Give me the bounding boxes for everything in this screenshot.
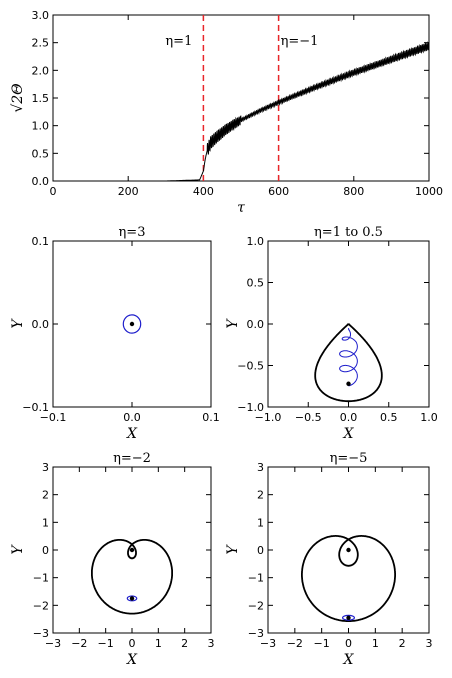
x-tick-label: 1000 — [415, 185, 443, 198]
y-tick-label: 0 — [42, 544, 49, 557]
x-tick-label: 1 — [372, 637, 379, 650]
y-tick-label: −0.5 — [237, 360, 264, 373]
y-tick-label: 2.5 — [32, 37, 50, 50]
y-tick-label: −2 — [248, 599, 264, 612]
center-point — [129, 596, 135, 601]
center-point — [346, 547, 351, 553]
panel-0: 0 200 400 600 800 1000 0.0 0.5 1.0 1.5 2.0 2.5 3.0 τ √… — [10, 9, 443, 216]
y-tick-label: 0.0 — [32, 318, 50, 331]
center-point — [129, 547, 135, 553]
plot-area — [314, 323, 383, 403]
x-tick-label: 0.5 — [380, 411, 398, 424]
plot-area — [300, 535, 397, 622]
y-tick-label: 1.0 — [32, 120, 50, 133]
y-tick-label: 0.5 — [247, 277, 265, 290]
x-tick-label: 400 — [193, 185, 214, 198]
center-point — [346, 381, 351, 386]
y-tick-label: 3.0 — [32, 9, 50, 22]
panel-title: η=−5 — [330, 451, 368, 466]
y-axis-label: Y — [10, 544, 26, 555]
panel-3: −3 −2 −1 0 1 2 3 −3 −2 −1 0 1 2 3 X Yη=−2 — [10, 451, 215, 668]
x-tick-label: 3 — [208, 637, 215, 650]
x-tick-label: 1 — [155, 637, 162, 650]
y-tick-label: 3 — [42, 461, 49, 474]
x-axis-label: X — [343, 652, 355, 668]
y-axis-label: √2Θ — [10, 83, 26, 113]
plot-area — [91, 539, 174, 615]
center-point — [129, 321, 135, 327]
panel-title: η=1 to 0.5 — [314, 225, 383, 240]
y-axis-label: Y — [225, 318, 241, 329]
y-tick-label: 2.0 — [32, 64, 50, 77]
orbit-circle — [122, 314, 142, 334]
panel-4: −3 −2 −1 0 1 2 3 −3 −2 −1 0 1 2 3 X Yη=−5 — [225, 451, 433, 668]
y-axis-label: Y — [10, 318, 26, 329]
panel-title: η=−2 — [113, 451, 151, 466]
y-tick-label: 2 — [42, 489, 49, 502]
y-tick-label: −1 — [33, 572, 49, 585]
x-axis-label: X — [343, 426, 355, 442]
plot-frame — [52, 14, 430, 182]
y-tick-label: 0.0 — [247, 318, 265, 331]
x-tick-label: −1.0 — [255, 411, 282, 424]
y-tick-label: 2 — [257, 489, 264, 502]
y-tick-label: −2 — [33, 599, 49, 612]
x-tick-label: 0.0 — [123, 411, 141, 424]
x-tick-label: 0.0 — [340, 411, 358, 424]
plot-area — [122, 314, 142, 334]
panel-2: −1.0 −0.5 0.0 0.5 1.0 −1.0 −0.5 0.0 0.5 1.0 X Yη=1 … — [225, 225, 438, 442]
panel-1: −0.1 0.0 0.1 −0.1 0.0 0.1 X Yη=3 — [10, 225, 220, 442]
x-tick-label: −1 — [314, 637, 330, 650]
y-tick-label: 0.5 — [32, 147, 50, 160]
x-tick-label: 0 — [50, 185, 57, 198]
center-point — [346, 615, 351, 620]
x-tick-label: 0.1 — [202, 411, 220, 424]
x-tick-label: 600 — [268, 185, 289, 198]
y-axis-label: Y — [225, 544, 241, 555]
x-axis-label: X — [126, 652, 138, 668]
y-tick-label: −1.0 — [237, 401, 264, 414]
y-tick-label: −0.1 — [22, 401, 49, 414]
orbit-ellipse — [126, 595, 138, 602]
x-tick-label: 800 — [343, 185, 364, 198]
y-tick-label: −1 — [248, 572, 264, 585]
y-tick-label: 0 — [257, 544, 264, 557]
x-tick-label: −2 — [71, 637, 87, 650]
x-tick-label: 2 — [181, 637, 188, 650]
orbit-teardrop — [314, 323, 383, 403]
x-tick-label: 0 — [345, 637, 352, 650]
x-tick-label: 200 — [118, 185, 139, 198]
y-tick-label: 1 — [257, 516, 264, 529]
y-tick-label: −3 — [33, 627, 49, 640]
y-tick-label: −3 — [248, 627, 264, 640]
x-axis-label: X — [126, 426, 138, 442]
x-tick-label: 3 — [426, 637, 433, 650]
x-tick-label: 1.0 — [420, 411, 438, 424]
orbit-limacon — [300, 535, 397, 622]
orbit-limacon — [91, 539, 174, 615]
vline-label: η=−1 — [281, 34, 319, 49]
x-tick-label: −3 — [45, 637, 61, 650]
x-tick-label: −0.5 — [295, 411, 322, 424]
vline-label: η=1 — [165, 34, 192, 49]
orbit-ellipse — [341, 614, 356, 621]
y-tick-label: 3 — [257, 461, 264, 474]
panel-title: η=3 — [119, 225, 146, 240]
series-line-0 — [53, 40, 429, 181]
plot-area — [53, 15, 429, 181]
y-tick-label: 1.0 — [247, 235, 265, 248]
x-tick-label: −3 — [260, 637, 276, 650]
y-tick-label: 1.5 — [32, 92, 50, 105]
orbit-loops — [338, 328, 358, 387]
x-tick-label: −0.1 — [40, 411, 67, 424]
x-tick-label: 0 — [129, 637, 136, 650]
x-axis-label: τ — [237, 200, 245, 216]
y-tick-label: 0.0 — [32, 175, 50, 188]
x-tick-label: −1 — [98, 637, 114, 650]
y-tick-label: 1 — [42, 516, 49, 529]
y-tick-label: 0.1 — [32, 235, 50, 248]
x-tick-label: −2 — [287, 637, 303, 650]
x-tick-label: 2 — [399, 637, 406, 650]
